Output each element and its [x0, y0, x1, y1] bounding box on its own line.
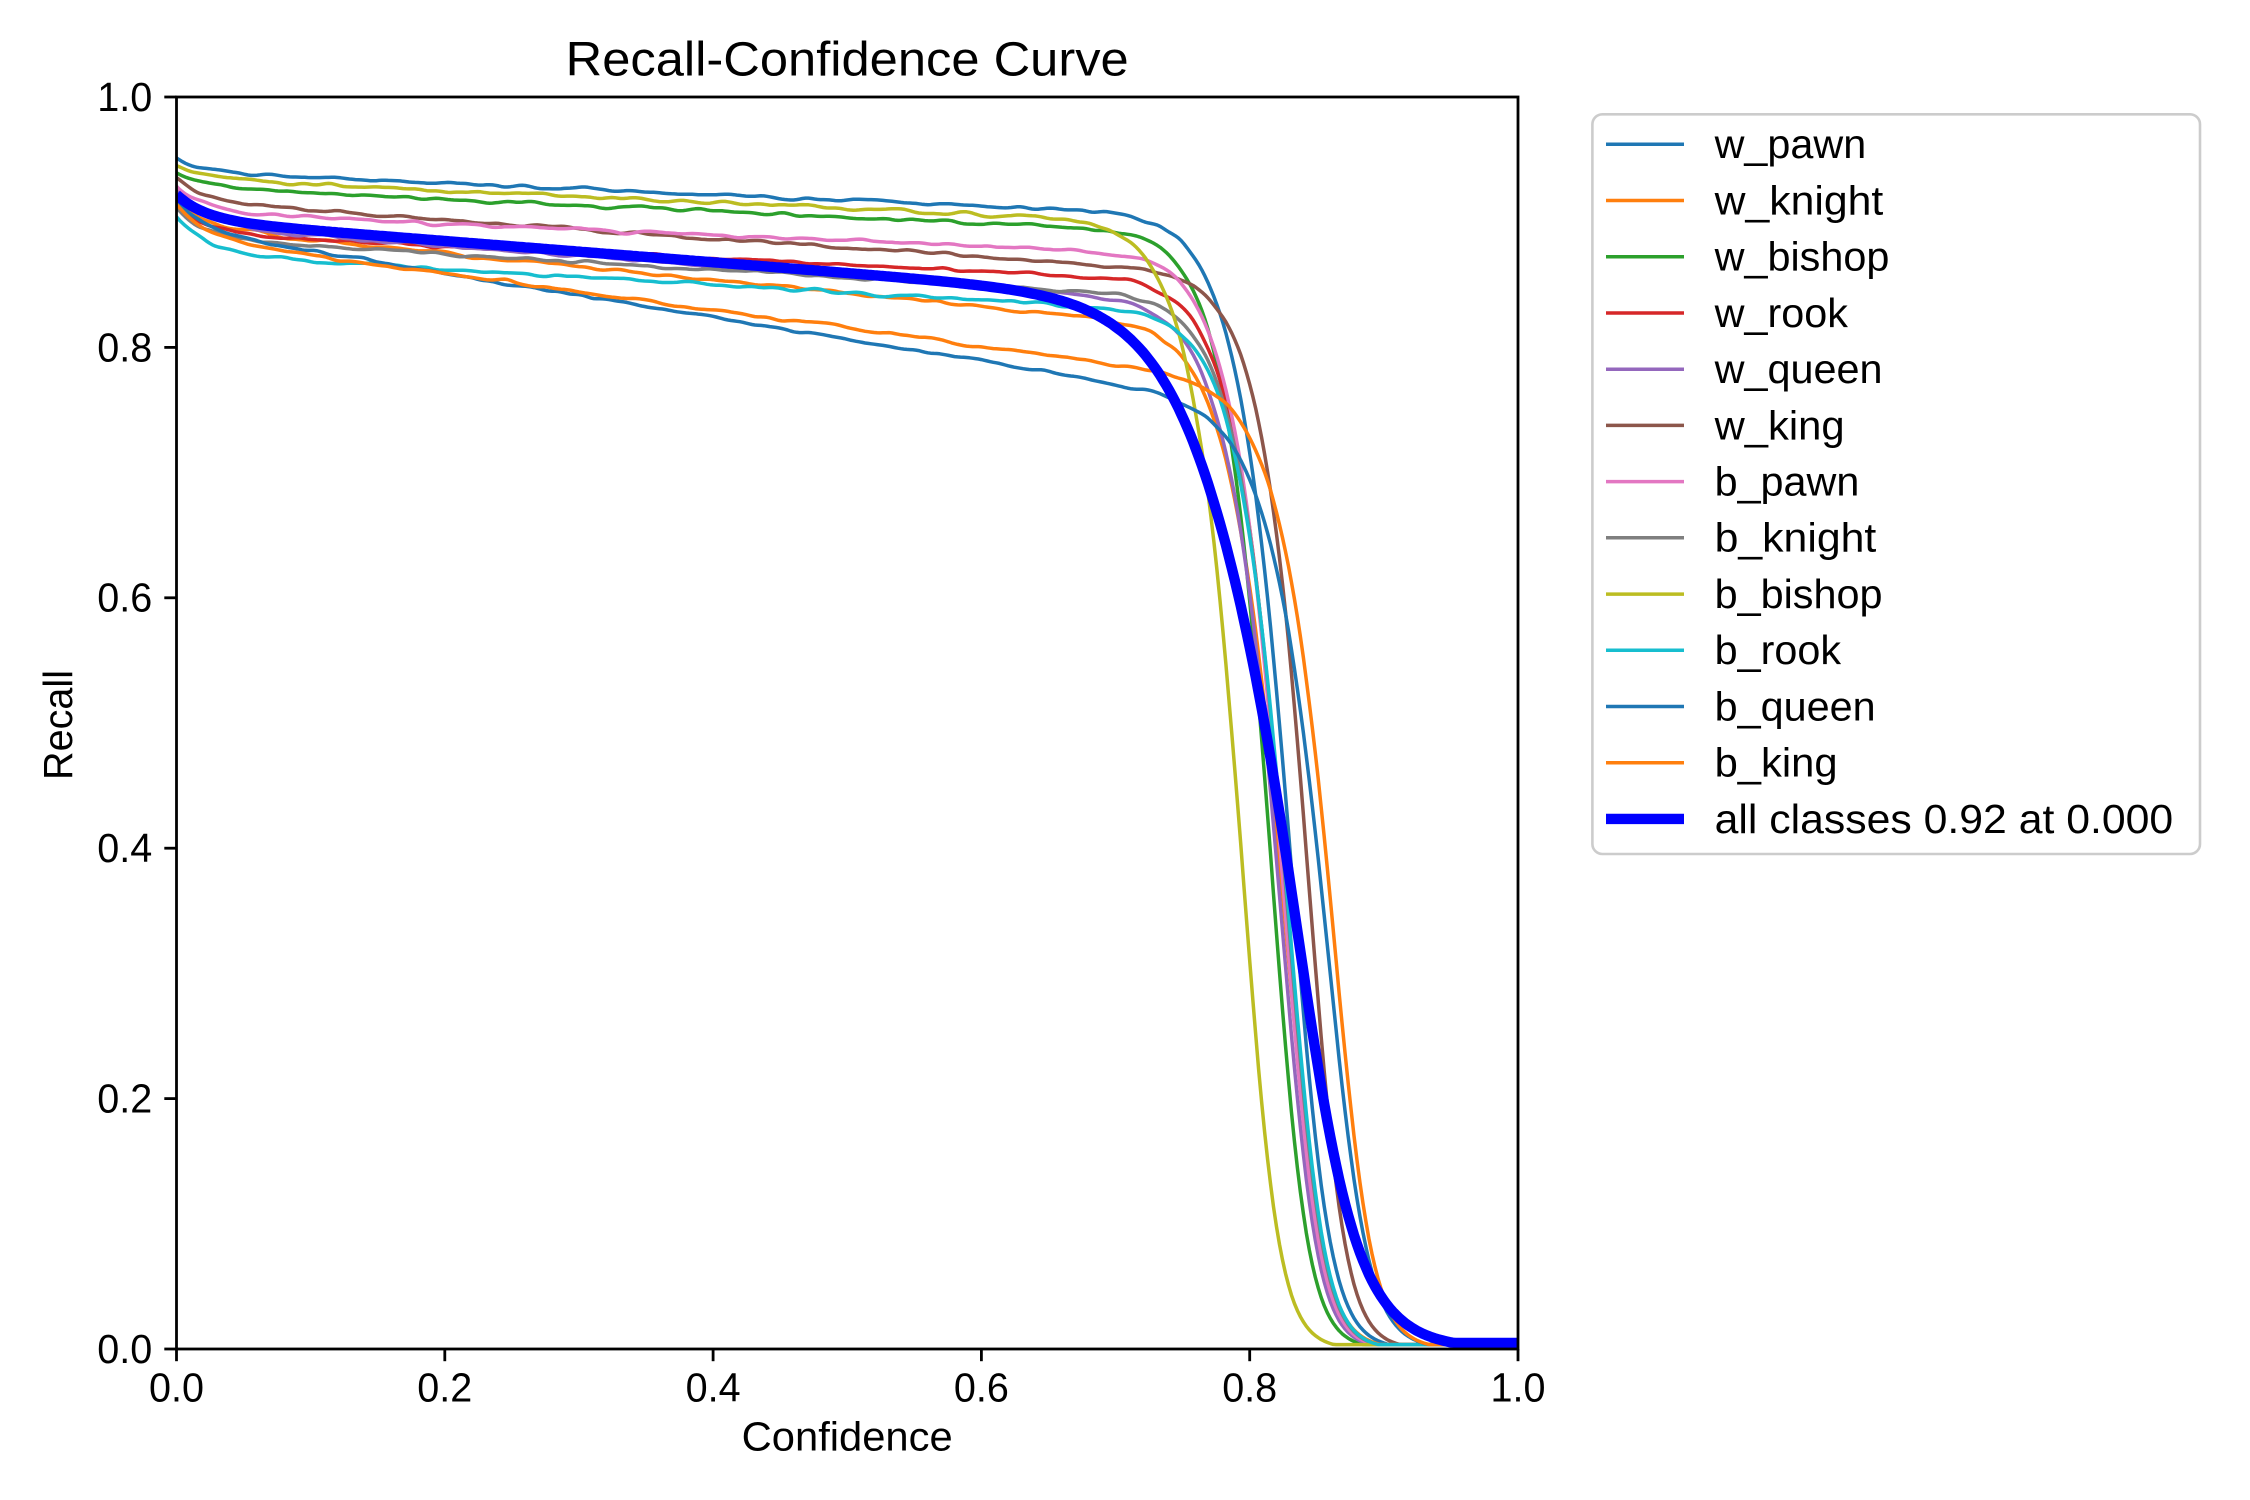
svg-text:0.0: 0.0 [97, 1326, 152, 1372]
svg-text:w_king: w_king [1714, 402, 1845, 448]
svg-text:w_queen: w_queen [1714, 346, 1883, 392]
svg-text:b_rook: b_rook [1715, 627, 1842, 673]
svg-text:0.8: 0.8 [1222, 1365, 1277, 1411]
svg-text:w_knight: w_knight [1714, 177, 1884, 223]
svg-text:0.2: 0.2 [97, 1076, 152, 1122]
svg-text:b_king: b_king [1715, 740, 1838, 786]
svg-text:0.6: 0.6 [954, 1365, 1009, 1411]
svg-text:Recall: Recall [35, 670, 81, 780]
svg-text:Recall-Confidence Curve: Recall-Confidence Curve [566, 33, 1129, 87]
svg-text:1.0: 1.0 [1491, 1365, 1546, 1411]
svg-text:0.6: 0.6 [97, 575, 152, 621]
svg-text:b_pawn: b_pawn [1715, 459, 1860, 505]
svg-text:b_queen: b_queen [1715, 683, 1876, 729]
svg-text:0.0: 0.0 [149, 1365, 204, 1411]
svg-text:Confidence: Confidence [742, 1414, 953, 1460]
svg-text:w_pawn: w_pawn [1714, 121, 1867, 167]
svg-text:1.0: 1.0 [97, 74, 152, 120]
svg-text:0.4: 0.4 [97, 825, 152, 871]
svg-text:all classes 0.92 at 0.000: all classes 0.92 at 0.000 [1715, 796, 2174, 842]
svg-text:b_knight: b_knight [1715, 515, 1877, 561]
svg-text:b_bishop: b_bishop [1715, 571, 1883, 617]
svg-text:0.4: 0.4 [686, 1365, 741, 1411]
svg-text:w_rook: w_rook [1714, 290, 1849, 336]
svg-text:0.8: 0.8 [97, 324, 152, 370]
svg-text:w_bishop: w_bishop [1714, 234, 1890, 280]
svg-text:0.2: 0.2 [417, 1365, 472, 1411]
